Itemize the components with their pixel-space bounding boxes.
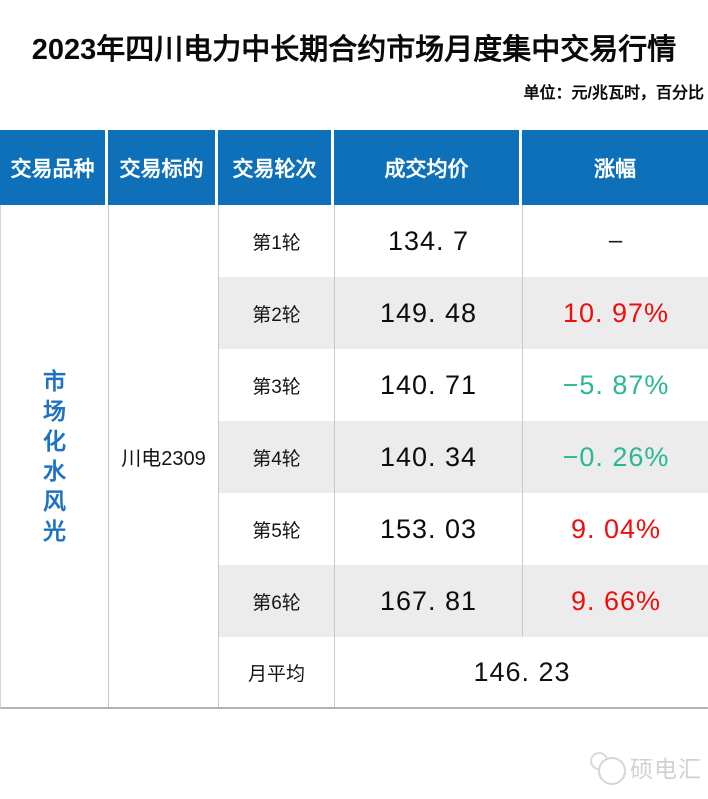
watermark: 硕电汇: [584, 749, 702, 785]
header-trade-target: 交易标的: [108, 130, 218, 205]
header-trade-round: 交易轮次: [218, 130, 334, 205]
change-cell: 9. 04%: [523, 493, 708, 565]
target-cell: 川电2309: [109, 205, 219, 707]
trading-table: 交易品种 交易标的 交易轮次 成交均价 涨幅 市场化水风光 川电2309 第1轮…: [0, 130, 708, 709]
round-cell: 第4轮: [219, 421, 335, 493]
page-title: 2023年四川电力中长期合约市场月度集中交易行情: [31, 34, 677, 66]
watermark-text: 硕电汇: [630, 756, 702, 782]
table-body: 市场化水风光 川电2309 第1轮 134. 7 – 第2轮 149. 48 1…: [0, 205, 708, 709]
round-cell: 第2轮: [219, 277, 335, 349]
product-cell: 市场化水风光: [1, 205, 109, 707]
target-label: 川电2309: [121, 447, 206, 470]
header-change: 涨幅: [594, 157, 636, 181]
product-label: 市场化水风光: [42, 368, 66, 544]
change-cell: –: [523, 205, 708, 277]
price-cell: 153. 03: [335, 493, 523, 565]
brand-logo-icon: [584, 749, 630, 785]
price-cell: 140. 71: [335, 349, 523, 421]
change-cell: −5. 87%: [523, 349, 708, 421]
unit-note: 单位：元/兆瓦时，百分比: [523, 85, 704, 102]
price-cell: 167. 81: [335, 565, 523, 637]
summary-value-cell: 146. 23: [335, 637, 708, 707]
change-cell: 9. 66%: [523, 565, 708, 637]
table-header-row: 交易品种 交易标的 交易轮次 成交均价 涨幅: [0, 130, 708, 205]
price-cell: 134. 7: [335, 205, 523, 277]
price-cell: 149. 48: [335, 277, 523, 349]
summary-label-cell: 月平均: [219, 637, 335, 707]
round-cell: 第1轮: [219, 205, 335, 277]
round-cell: 第5轮: [219, 493, 335, 565]
price-cell: 140. 34: [335, 421, 523, 493]
change-cell: 10. 97%: [523, 277, 708, 349]
round-cell: 第3轮: [219, 349, 335, 421]
header-trade-variety: 交易品种: [0, 130, 108, 205]
round-cell: 第6轮: [219, 565, 335, 637]
change-cell: −0. 26%: [523, 421, 708, 493]
header-avg-price: 成交均价: [334, 130, 522, 205]
